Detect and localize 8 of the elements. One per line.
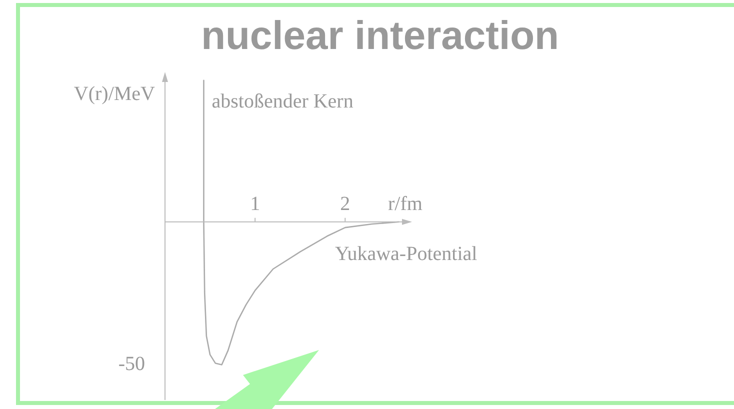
annotation: Yukawa-Potential — [335, 243, 478, 265]
annotation: abstoßender Kern — [212, 90, 354, 113]
chart-title: nuclear interaction — [201, 14, 559, 58]
x-tick-label: 1 — [250, 192, 260, 215]
text: -50 — [118, 353, 145, 375]
x-axis-title: r/fm — [388, 192, 423, 215]
y-axis-title: V(r)/MeV — [74, 83, 156, 105]
x-tick-label: 2 — [340, 192, 350, 215]
